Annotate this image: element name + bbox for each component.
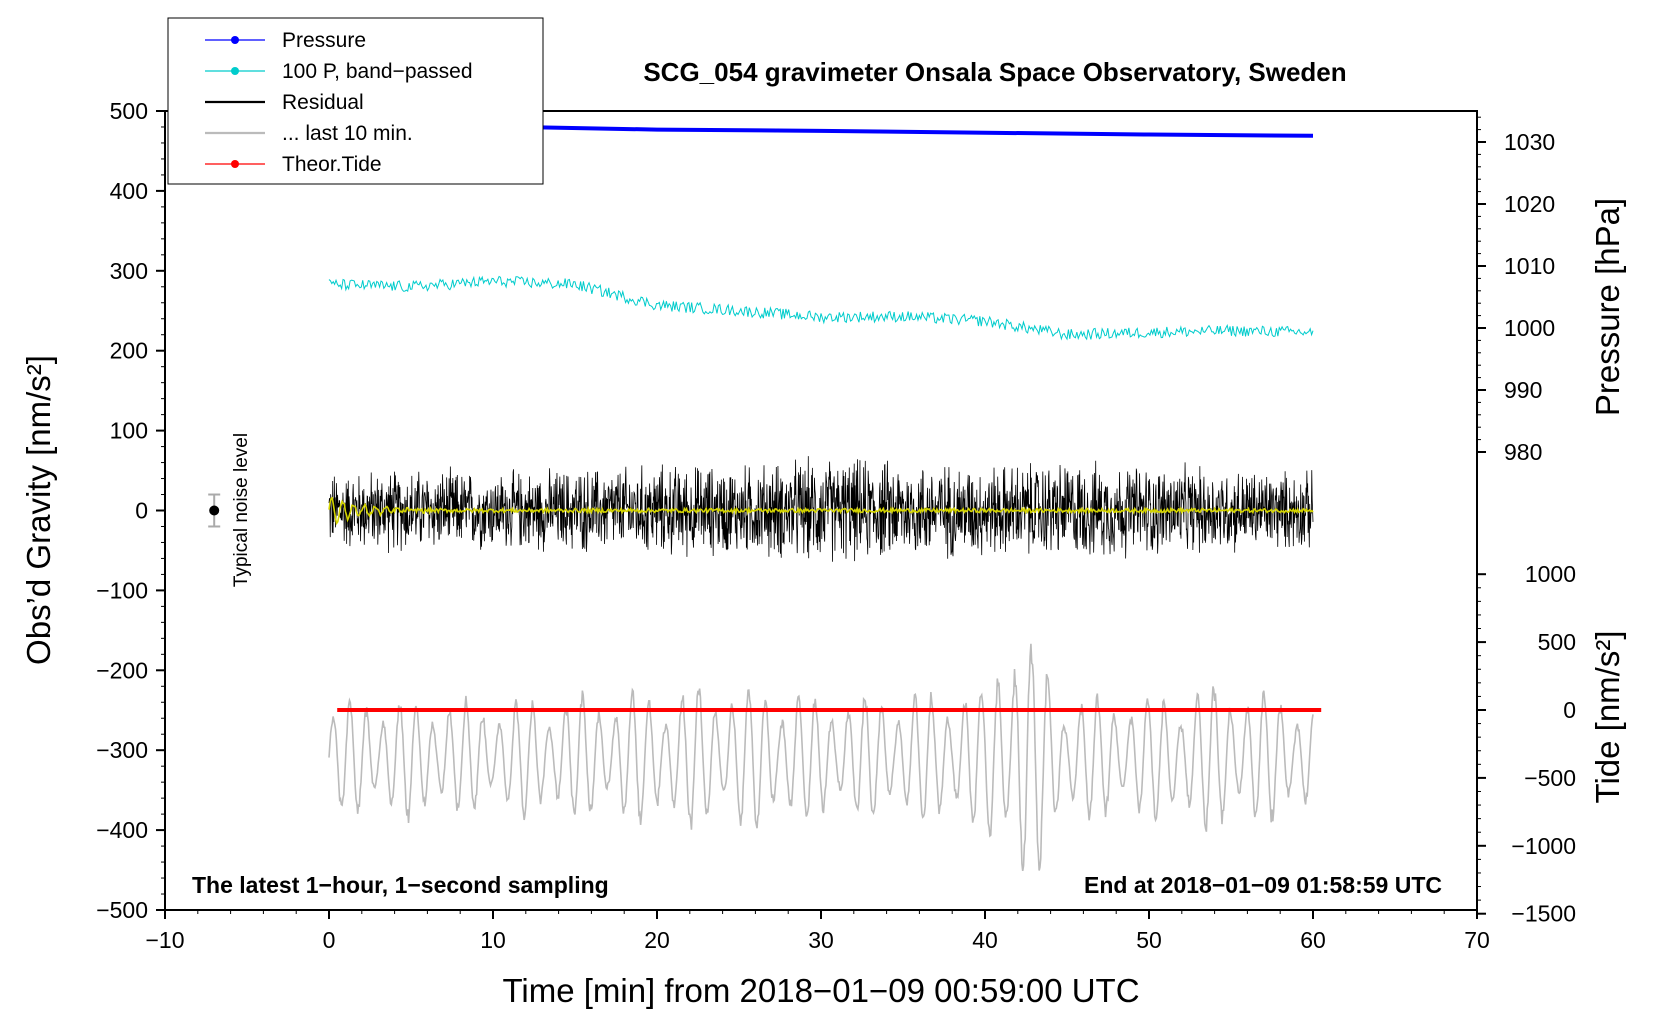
noise-center-dot	[209, 505, 220, 516]
y-tick-label: 300	[110, 258, 148, 284]
tide-tick-label: 1000	[1525, 561, 1576, 587]
tide-tick-label: 0	[1563, 697, 1576, 723]
x-tick-label: 50	[1136, 927, 1162, 953]
legend-label: 100 P, band−passed	[282, 60, 473, 83]
pressure-tick-label: 1020	[1504, 191, 1555, 217]
tide-tick-label: −1000	[1511, 833, 1576, 859]
chart-title: SCG_054 gravimeter Onsala Space Observat…	[643, 57, 1346, 87]
residual-series-line	[328, 456, 1314, 562]
legend-label: ... last 10 min.	[282, 122, 413, 145]
legend-swatch-marker	[231, 160, 239, 168]
tide-axis-label: Tide [nm/s²]	[1589, 631, 1626, 804]
last-10-min-series-line	[328, 643, 1314, 871]
y-tick-label: −400	[96, 817, 148, 843]
axes-layer: −10 0 10 20 30 40 50 60 705004003002001000−100−2…	[96, 98, 1576, 953]
y-tick-label: −300	[96, 737, 148, 763]
x-tick-label: −10	[145, 927, 184, 953]
smoothed-residual-line	[328, 496, 1314, 526]
x-tick-label: 20	[644, 927, 670, 953]
legend-label: Residual	[282, 91, 364, 114]
y-axis-label: Obs’d Gravity [nm/s²]	[20, 355, 57, 665]
y-tick-label: −100	[96, 577, 148, 603]
tide-tick-label: −1500	[1511, 901, 1576, 927]
band-passed-pressure-line	[328, 275, 1314, 341]
legend-swatch-marker	[231, 67, 239, 75]
y-tick-label: 200	[110, 338, 148, 364]
bottom-left-note: The latest 1−hour, 1−second sampling	[192, 872, 609, 898]
pressure-tick-label: 1030	[1504, 129, 1555, 155]
y-tick-label: 100	[110, 418, 148, 444]
noise-label: Typical noise level	[231, 433, 252, 587]
y-tick-label: 0	[135, 498, 148, 524]
x-tick-label: 0	[323, 927, 336, 953]
y-tick-label: −200	[96, 657, 148, 683]
x-tick-label: 60	[1300, 927, 1326, 953]
tide-tick-label: 500	[1538, 629, 1576, 655]
tide-tick-label: −500	[1524, 765, 1576, 791]
pressure-tick-label: 990	[1504, 377, 1542, 403]
x-tick-label: 10	[480, 927, 506, 953]
pressure-tick-label: 1000	[1504, 315, 1555, 341]
legend-label: Pressure	[282, 29, 366, 52]
y-tick-label: −500	[96, 897, 148, 923]
x-tick-label: 70	[1464, 927, 1490, 953]
pressure-axis-label: Pressure [hPa]	[1589, 198, 1626, 416]
legend-swatch-marker	[231, 36, 239, 44]
x-tick-label: 30	[808, 927, 834, 953]
legend: Pressure 100 P, band−passed Residual ... la…	[167, 17, 544, 185]
pressure-tick-label: 1010	[1504, 253, 1555, 279]
y-tick-label: 500	[110, 98, 148, 124]
legend-label: Theor.Tide	[282, 153, 382, 176]
x-axis-label: Time [min] from 2018−01−09 00:59:00 UTC	[502, 972, 1139, 1009]
noise-indicator: Typical noise level	[208, 433, 252, 587]
pressure-tick-label: 980	[1504, 439, 1542, 465]
y-tick-label: 400	[110, 178, 148, 204]
x-tick-label: 40	[972, 927, 998, 953]
bottom-right-note: End at 2018−01−09 01:58:59 UTC	[1084, 872, 1442, 898]
